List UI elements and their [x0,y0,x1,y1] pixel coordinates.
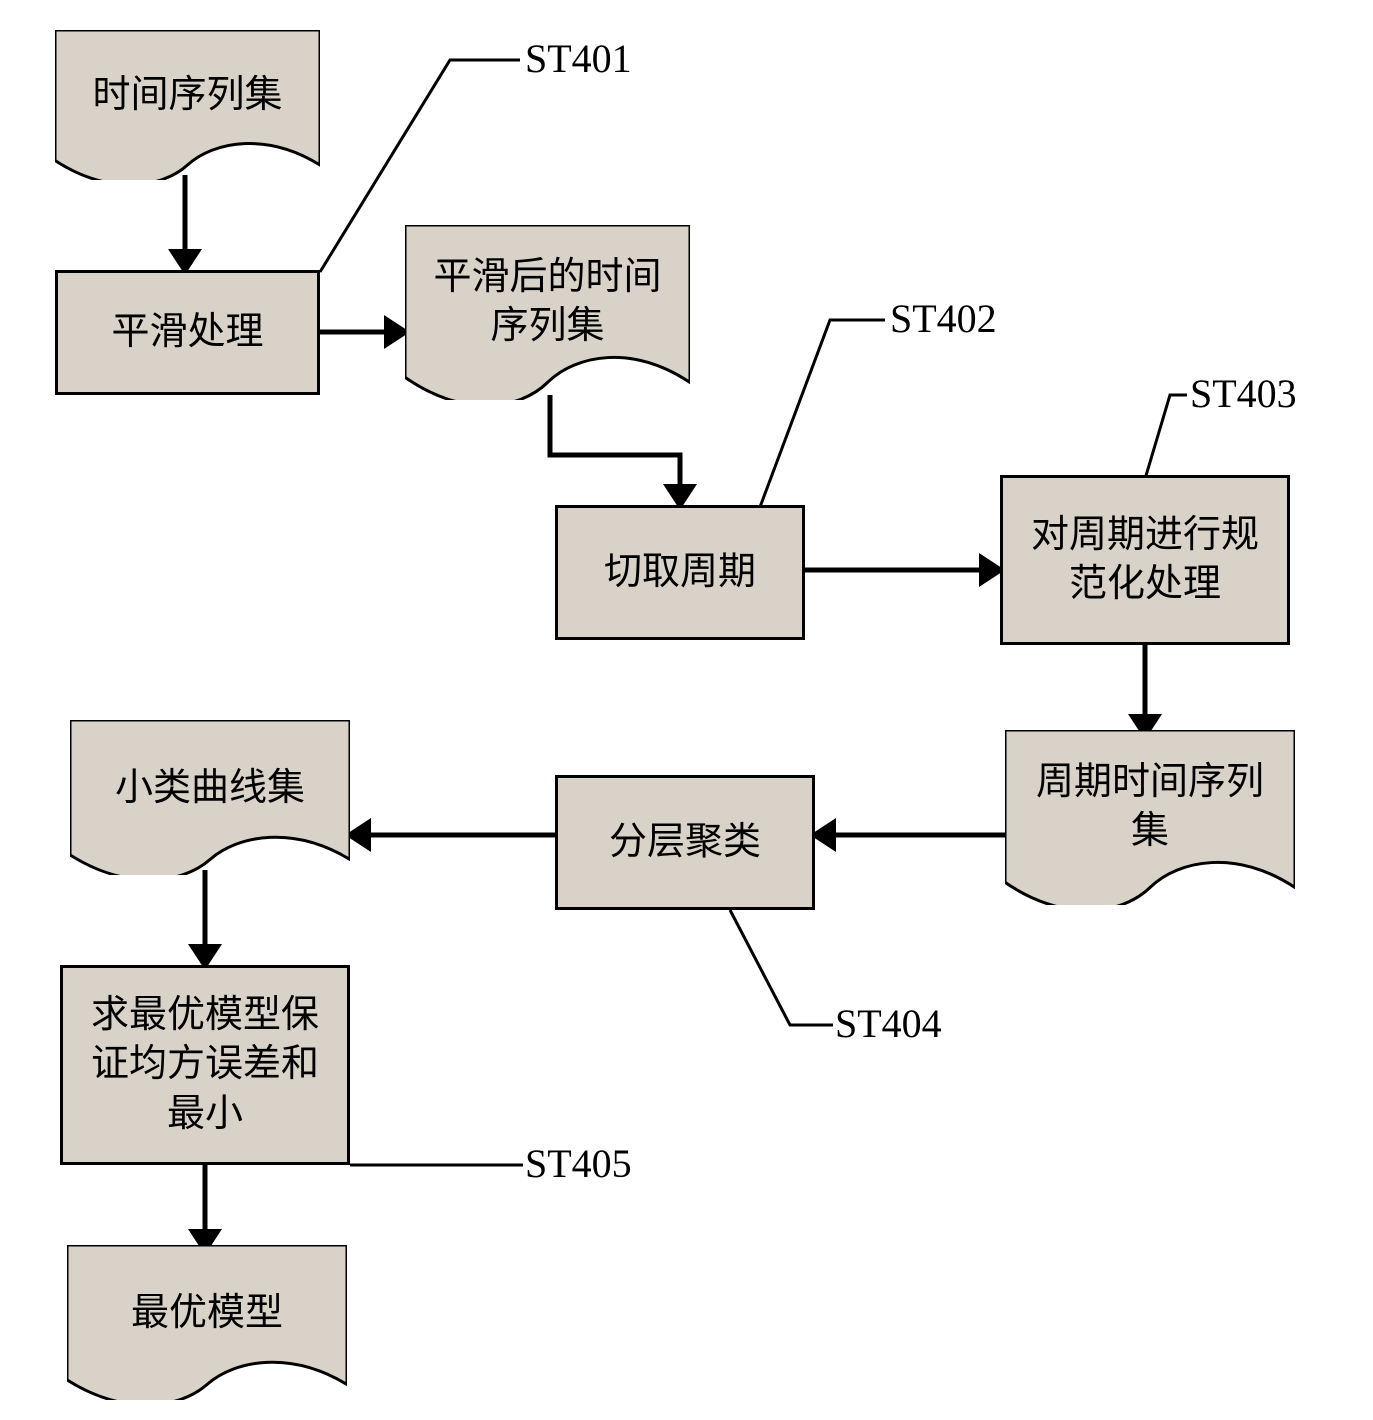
node-label: 平滑后的时间 序列集 [433,253,661,352]
callout-st404: ST404 [835,1000,942,1047]
node-label: 平滑处理 [111,308,263,357]
node-label: 时间序列集 [92,71,282,120]
leader-st402 [760,320,885,507]
callout-label: ST401 [525,36,632,81]
process-proc_cut: 切取周期 [555,505,805,640]
callout-st405: ST405 [525,1140,632,1187]
callout-label: ST405 [525,1141,632,1186]
document-doc_input: 时间序列集 [55,30,320,180]
callout-st403: ST403 [1190,370,1297,417]
flowchart-canvas: 时间序列集平滑处理 平滑后的时间 序列集切取周期 对周期进行规 范化处理周期时间序列… [0,0,1373,1420]
arrow-doc_smoothed-to-proc_cut [550,395,680,505]
callout-st402: ST402 [890,295,997,342]
process-proc_optimal: 求最优模型保 证均方误差和 最小 [60,965,350,1165]
process-proc_norm: 对周期进行规 范化处理 [1000,475,1290,645]
callout-label: ST404 [835,1001,942,1046]
node-label: 最优模型 [131,1289,283,1338]
process-proc_cluster: 分层聚类 [555,775,815,910]
node-label: 切取周期 [604,548,756,597]
callout-st401: ST401 [525,35,632,82]
node-label: 对周期进行规 范化处理 [1031,511,1259,610]
document-doc_subcurves: 小类曲线集 [70,720,350,875]
node-label: 小类曲线集 [115,764,305,813]
document-doc_optmodel: 最优模型 [67,1245,347,1400]
callout-label: ST403 [1190,371,1297,416]
document-doc_smoothed: 平滑后的时间 序列集 [405,225,690,400]
node-label: 分层聚类 [609,818,761,867]
leader-st403 [1145,395,1187,479]
document-doc_period: 周期时间序列 集 [1005,730,1295,905]
connector-layer [0,0,1373,1420]
process-proc_smooth: 平滑处理 [55,270,320,395]
callout-label: ST402 [890,296,997,341]
node-label: 求最优模型保 证均方误差和 最小 [91,991,319,1139]
node-label: 周期时间序列 集 [1036,758,1264,857]
leader-st404 [730,910,833,1025]
